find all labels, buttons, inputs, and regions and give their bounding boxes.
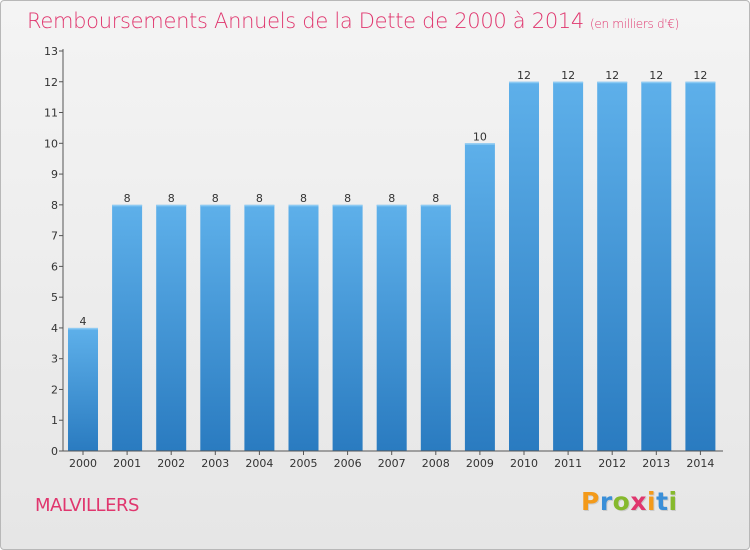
- logo-letter: P: [581, 487, 600, 516]
- bar: [332, 204, 363, 451]
- bar: [553, 81, 584, 452]
- bar: [464, 143, 495, 452]
- bar-highlight: [244, 204, 275, 207]
- x-tick-label: 2005: [290, 457, 318, 470]
- bar-highlight: [597, 81, 628, 84]
- bars: 4 8 8 8 8 8 8 8 8 10 12 12 12 12 12: [68, 69, 716, 452]
- bar: [244, 204, 275, 451]
- y-tick-label: 7: [51, 230, 58, 243]
- x-tick-label: 2009: [466, 457, 494, 470]
- data-label: 12: [605, 69, 619, 82]
- x-tick-label: 2014: [686, 457, 714, 470]
- logo-letter: o: [612, 487, 631, 516]
- bar: [200, 204, 231, 451]
- data-label: 8: [212, 192, 219, 205]
- data-label: 4: [80, 315, 87, 328]
- data-label: 12: [517, 69, 531, 82]
- x-tick-label: 2000: [69, 457, 97, 470]
- proxiti-logo: Proxiti: [581, 487, 678, 516]
- x-tick-label: 2008: [422, 457, 450, 470]
- bar: [509, 81, 539, 452]
- y-tick-label: 4: [51, 322, 58, 335]
- y-tick-label: 6: [51, 260, 58, 273]
- y-tick-label: 3: [51, 353, 58, 366]
- data-label: 8: [256, 192, 263, 205]
- bar: [685, 81, 716, 452]
- x-tick-label: 2012: [598, 457, 626, 470]
- bar: [68, 327, 98, 451]
- y-tick-label: 5: [51, 291, 58, 304]
- x-axis: 2000 2001 2002 2003 2004 2005 2006 2007 2008 2009…: [63, 450, 723, 470]
- bar: [641, 81, 672, 452]
- y-tick-label: 8: [51, 199, 58, 212]
- y-tick-label: 11: [44, 107, 58, 120]
- data-label: 8: [124, 192, 131, 205]
- data-label: 12: [693, 69, 707, 82]
- chart-unit: (en milliers d'€): [590, 17, 680, 31]
- chart-title: Remboursements Annuels de la Dette de 20…: [27, 9, 679, 33]
- y-tick-label: 13: [44, 45, 58, 58]
- bar-highlight: [112, 204, 143, 207]
- bar-highlight: [288, 204, 319, 207]
- y-tick-label: 12: [44, 76, 58, 89]
- bar-highlight: [685, 81, 716, 84]
- bar-highlight: [376, 204, 407, 207]
- data-label: 12: [649, 69, 663, 82]
- y-tick-label: 1: [51, 414, 58, 427]
- x-tick-label: 2006: [334, 457, 362, 470]
- bar-highlight: [420, 204, 451, 207]
- bar: [420, 204, 451, 451]
- bar-highlight: [332, 204, 363, 207]
- x-tick-label: 2007: [378, 457, 406, 470]
- y-tick-label: 10: [44, 137, 58, 150]
- x-tick-label: 2011: [554, 457, 582, 470]
- x-tick-label: 2002: [157, 457, 185, 470]
- bar-highlight: [464, 143, 495, 145]
- x-tick-label: 2003: [201, 457, 229, 470]
- bar: [597, 81, 628, 452]
- bar-highlight: [156, 204, 187, 207]
- commune-name: MALVILLERS: [35, 495, 139, 516]
- logo-letter: r: [599, 487, 613, 516]
- bar-highlight: [641, 81, 672, 84]
- logo-letter: t: [656, 487, 669, 516]
- bar-highlight: [68, 327, 98, 330]
- y-tick-label: 9: [51, 168, 58, 181]
- data-label: 8: [388, 192, 395, 205]
- x-tick-label: 2013: [642, 457, 670, 470]
- bar-highlight: [200, 204, 231, 207]
- bar-highlight: [509, 81, 539, 84]
- data-label: 8: [168, 192, 175, 205]
- bar: [376, 204, 407, 451]
- bar-highlight: [553, 81, 584, 84]
- y-tick-label: 2: [51, 383, 58, 396]
- logo-letter: x: [630, 487, 647, 516]
- data-label: 12: [561, 69, 575, 82]
- x-tick-label: 2001: [113, 457, 141, 470]
- y-tick-label: 0: [51, 445, 58, 458]
- logo-letter: i: [668, 487, 678, 516]
- bar: [112, 204, 143, 451]
- bar: [288, 204, 319, 451]
- data-label: 10: [473, 130, 487, 143]
- data-label: 8: [432, 192, 439, 205]
- bar: [156, 204, 187, 451]
- chart-title-text: Remboursements Annuels de la Dette de 20…: [27, 9, 584, 33]
- logo-letter: i: [647, 487, 657, 516]
- data-label: 8: [300, 192, 307, 205]
- x-tick-label: 2010: [510, 457, 538, 470]
- x-tick-label: 2004: [245, 457, 273, 470]
- data-label: 8: [344, 192, 351, 205]
